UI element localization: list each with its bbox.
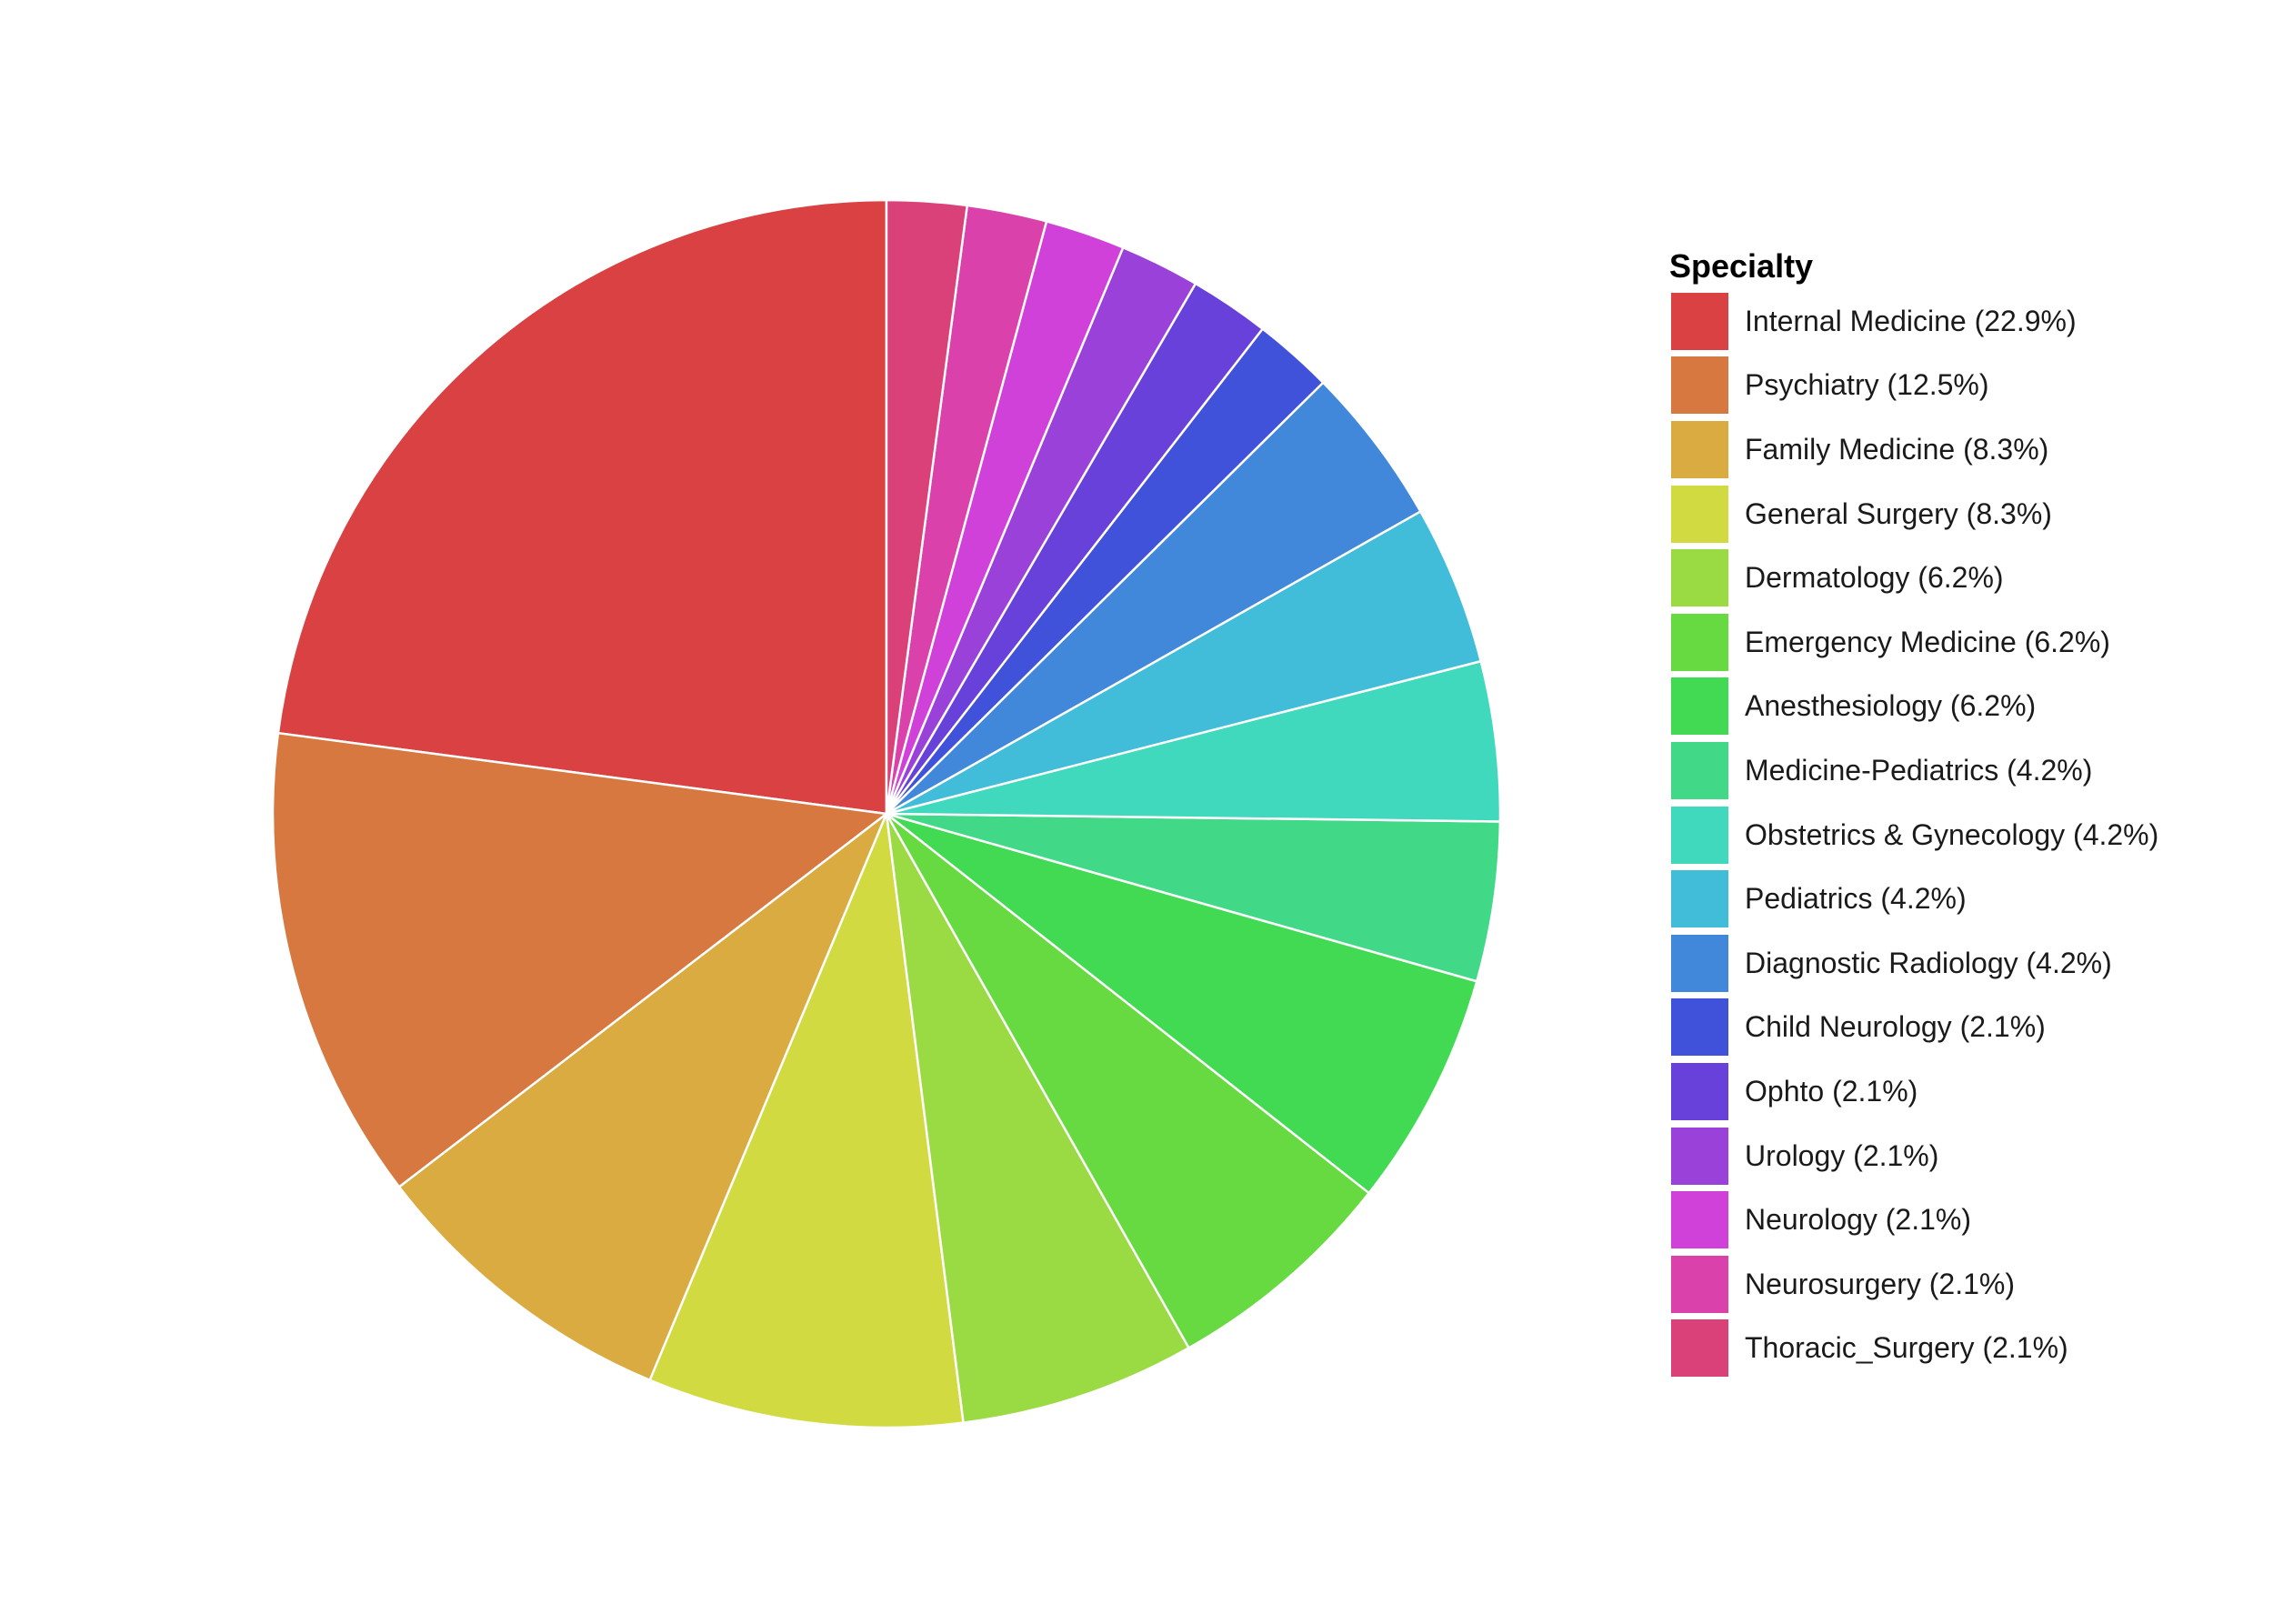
legend-label: Thoracic_Surgery (2.1%) xyxy=(1745,1331,2068,1365)
pie-slice-9 xyxy=(885,659,1502,823)
legend-swatch xyxy=(1669,804,1730,866)
legend-label: Ophto (2.1%) xyxy=(1745,1074,1918,1108)
legend-swatch xyxy=(1669,483,1730,545)
legend-item: Ophto (2.1%) xyxy=(1669,1059,2158,1124)
legend-label: Diagnostic Radiology (4.2%) xyxy=(1745,946,2112,979)
legend-item: Urology (2.1%) xyxy=(1669,1124,2158,1188)
legend-swatch xyxy=(1669,676,1730,737)
legend-label: Urology (2.1%) xyxy=(1745,1138,1939,1172)
legend-item: General Surgery (8.3%) xyxy=(1669,482,2158,546)
legend-swatch xyxy=(1669,1318,1730,1379)
legend-swatch xyxy=(1669,355,1730,416)
pie-slice-4 xyxy=(648,812,965,1429)
legend-label: Medicine-Pediatrics (4.2%) xyxy=(1745,753,2093,787)
legend-item: Neurosurgery (2.1%) xyxy=(1669,1252,2158,1317)
legend-item: Emergency Medicine (6.2%) xyxy=(1669,610,2158,675)
legend-item: Pediatrics (4.2%) xyxy=(1669,867,2158,931)
legend-swatch xyxy=(1669,1253,1730,1315)
legend-item: Medicine-Pediatrics (4.2%) xyxy=(1669,738,2158,803)
legend: Specialty Internal Medicine (22.9%) Psych… xyxy=(1669,244,2158,1380)
legend-label: Internal Medicine (22.9%) xyxy=(1745,304,2077,337)
legend-item: Thoracic_Surgery (2.1%) xyxy=(1669,1317,2158,1381)
pie-slice-7 xyxy=(885,812,1478,1195)
legend-item: Anesthesiology (6.2%) xyxy=(1669,675,2158,739)
legend-item: Neurology (2.1%) xyxy=(1669,1188,2158,1252)
legend-swatch xyxy=(1669,418,1730,480)
legend-label: Neurosurgery (2.1%) xyxy=(1745,1267,2015,1300)
legend-item: Dermatology (6.2%) xyxy=(1669,546,2158,610)
legend-swatch xyxy=(1669,1060,1730,1122)
legend-swatch xyxy=(1669,932,1730,994)
legend-item: Obstetrics & Gynecology (4.2%) xyxy=(1669,803,2158,867)
legend-title: Specialty xyxy=(1669,247,1814,285)
legend-swatch xyxy=(1669,547,1730,609)
legend-label: Anesthesiology (6.2%) xyxy=(1745,689,2037,723)
legend-label: Pediatrics (4.2%) xyxy=(1745,882,1967,916)
legend-label: Child Neurology (2.1%) xyxy=(1745,1010,2046,1044)
legend-item: Diagnostic Radiology (4.2%) xyxy=(1669,931,2158,996)
pie-slice-1 xyxy=(276,198,888,816)
legend-swatch xyxy=(1669,997,1730,1058)
legend-item: Psychiatry (12.5%) xyxy=(1669,354,2158,418)
legend-swatch xyxy=(1669,868,1730,930)
legend-item: Child Neurology (2.1%) xyxy=(1669,996,2158,1060)
legend-items: Internal Medicine (22.9%) Psychiatry (12.… xyxy=(1669,289,2158,1380)
legend-label: Family Medicine (8.3%) xyxy=(1745,432,2049,466)
pie-slice-6 xyxy=(885,812,1370,1349)
pie-slice-3 xyxy=(397,812,888,1382)
pie-slice-5 xyxy=(885,812,1190,1424)
legend-label: General Surgery (8.3%) xyxy=(1745,496,2052,530)
pie-slice-11 xyxy=(885,381,1422,816)
legend-swatch xyxy=(1669,739,1730,801)
legend-item: Family Medicine (8.3%) xyxy=(1669,417,2158,482)
pie-slice-17 xyxy=(885,198,969,816)
legend-label: Psychiatry (12.5%) xyxy=(1745,368,1989,402)
pie-slice-2 xyxy=(271,731,888,1188)
legend-swatch xyxy=(1669,1189,1730,1251)
legend-swatch xyxy=(1669,290,1730,352)
legend-swatch xyxy=(1669,1125,1730,1187)
pie-slice-8 xyxy=(885,812,1502,983)
legend-label: Neurology (2.1%) xyxy=(1745,1203,1971,1237)
legend-label: Obstetrics & Gynecology (4.2%) xyxy=(1745,817,2159,851)
pie-slice-10 xyxy=(885,510,1483,816)
legend-swatch xyxy=(1669,611,1730,673)
legend-label: Dermatology (6.2%) xyxy=(1745,561,2004,595)
legend-item: Internal Medicine (22.9%) xyxy=(1669,289,2158,354)
legend-label: Emergency Medicine (6.2%) xyxy=(1745,625,2110,658)
